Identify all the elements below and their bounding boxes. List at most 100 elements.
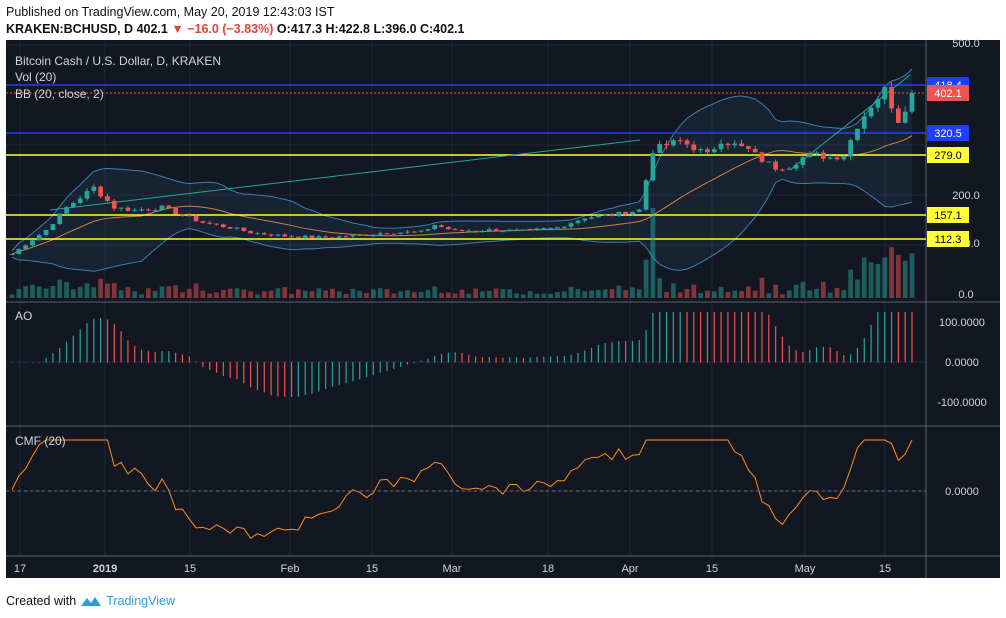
ao-bar [856, 348, 859, 363]
volume-bar [186, 288, 192, 298]
candle-body [166, 205, 172, 209]
candle-body [302, 235, 308, 238]
ao-bar [338, 362, 340, 386]
candle-body [439, 225, 444, 228]
ao-bar [645, 329, 647, 363]
volume-bar [70, 289, 76, 298]
candle-body [343, 236, 349, 238]
ao-bar [625, 340, 627, 363]
ao-bar [297, 362, 299, 397]
volume-bar [541, 293, 547, 298]
ao-bar [672, 312, 674, 363]
ao-bar [781, 336, 784, 363]
volume-bar [193, 283, 199, 298]
volume-bar [152, 290, 158, 298]
volume-bar [459, 289, 465, 298]
cmf-series [11, 439, 913, 539]
volume-bar [173, 285, 179, 298]
volume-bar [657, 278, 663, 298]
ao-bar [209, 362, 211, 370]
volume-bar [820, 281, 826, 298]
ao-bar [18, 362, 20, 363]
candle-body [84, 191, 90, 199]
volume-bar [275, 288, 281, 298]
ao-bar [577, 352, 579, 363]
candle-body [77, 198, 83, 203]
volume-bar [861, 257, 867, 298]
candle-body [30, 240, 35, 246]
ao-bar [25, 362, 27, 363]
volume-bar [227, 288, 233, 298]
ao-bar [659, 312, 661, 363]
candle-body [186, 215, 192, 217]
volume-bar [411, 292, 417, 298]
candle-body [623, 211, 629, 215]
candle-body [173, 208, 179, 215]
candle-body [902, 111, 908, 123]
ao-bar [93, 318, 95, 363]
x-tick-label: May [795, 563, 816, 575]
candle-body [773, 161, 779, 170]
ao-bar [870, 325, 872, 363]
volume-bar [261, 291, 267, 298]
ao-bar [563, 356, 565, 363]
bb-upper [11, 68, 913, 252]
candle-body [793, 164, 799, 169]
candle-body [705, 149, 710, 153]
tradingview-logo-icon [81, 597, 102, 606]
candle-body [500, 231, 506, 233]
ao-bar [822, 346, 824, 363]
price-label-box [927, 125, 969, 141]
candle-body [118, 207, 124, 209]
y-tick-label: 0.0 [958, 289, 973, 301]
ao-bar [761, 312, 763, 363]
ao-bar [556, 356, 559, 363]
ao-bar [515, 357, 518, 363]
ao-bar [590, 347, 593, 363]
candle-body [295, 236, 301, 238]
volume-bar [582, 291, 588, 298]
x-tick-label: 15 [184, 563, 196, 575]
candle-body [459, 229, 465, 231]
candle-body [861, 116, 867, 129]
candle-body [882, 87, 888, 100]
volume-bar [357, 290, 363, 298]
candle-body [111, 200, 117, 209]
volume-bar [568, 286, 574, 298]
ao-bar [884, 312, 886, 363]
ao-bar [65, 341, 68, 363]
ao-bar [890, 312, 893, 363]
y-tick-label: 500.0 [952, 38, 980, 50]
trend-line [49, 139, 641, 211]
ao-bar [11, 362, 13, 363]
candle-body [834, 157, 840, 160]
down-arrow-icon: ▼ [171, 22, 184, 36]
candle-body [227, 227, 233, 229]
candle-body [875, 99, 881, 108]
candle-body [377, 233, 383, 235]
candle-body [909, 92, 915, 112]
volume-bar [36, 286, 42, 298]
volume-bar [166, 286, 172, 298]
ao-bar [481, 357, 484, 363]
volume-bar [895, 254, 901, 298]
ao-bar [863, 338, 865, 363]
volume-bar [466, 293, 472, 298]
ao-bar [290, 362, 293, 397]
volume-bar [486, 290, 492, 298]
candle-body [289, 236, 294, 238]
volume-bar [50, 286, 56, 298]
candle-body [36, 234, 42, 241]
ao-bar [904, 312, 906, 363]
ao-bar [45, 357, 47, 363]
volume-bar [159, 286, 165, 298]
ao-bar [468, 354, 470, 363]
candle-body [248, 231, 254, 234]
ao-bar [679, 312, 681, 363]
x-tick-label: Apr [621, 563, 638, 575]
volume-bar [848, 269, 854, 298]
ao-bar [461, 353, 463, 363]
ao-bar [59, 347, 61, 363]
volume-bar [698, 293, 704, 298]
